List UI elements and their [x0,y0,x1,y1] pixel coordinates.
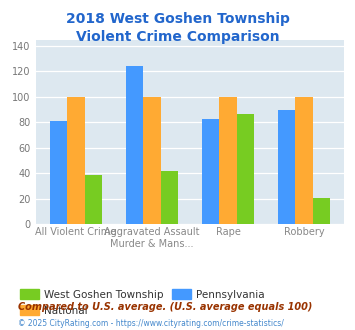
Text: Compared to U.S. average. (U.S. average equals 100): Compared to U.S. average. (U.S. average … [18,302,312,312]
Bar [67,97,84,224]
Bar [126,66,143,224]
Bar [143,97,160,224]
Legend: West Goshen Township, National, Pennsylvania: West Goshen Township, National, Pennsylv… [16,285,269,320]
Bar [160,171,178,224]
Bar [237,114,254,224]
Bar [84,175,102,224]
Text: 2018 West Goshen Township
Violent Crime Comparison: 2018 West Goshen Township Violent Crime … [66,12,289,44]
Text: © 2025 CityRating.com - https://www.cityrating.com/crime-statistics/: © 2025 CityRating.com - https://www.city… [18,319,284,328]
Bar [202,118,219,224]
Bar [295,97,313,224]
Bar [278,110,295,224]
Bar [50,121,67,224]
Bar [219,97,237,224]
Bar [313,198,330,224]
